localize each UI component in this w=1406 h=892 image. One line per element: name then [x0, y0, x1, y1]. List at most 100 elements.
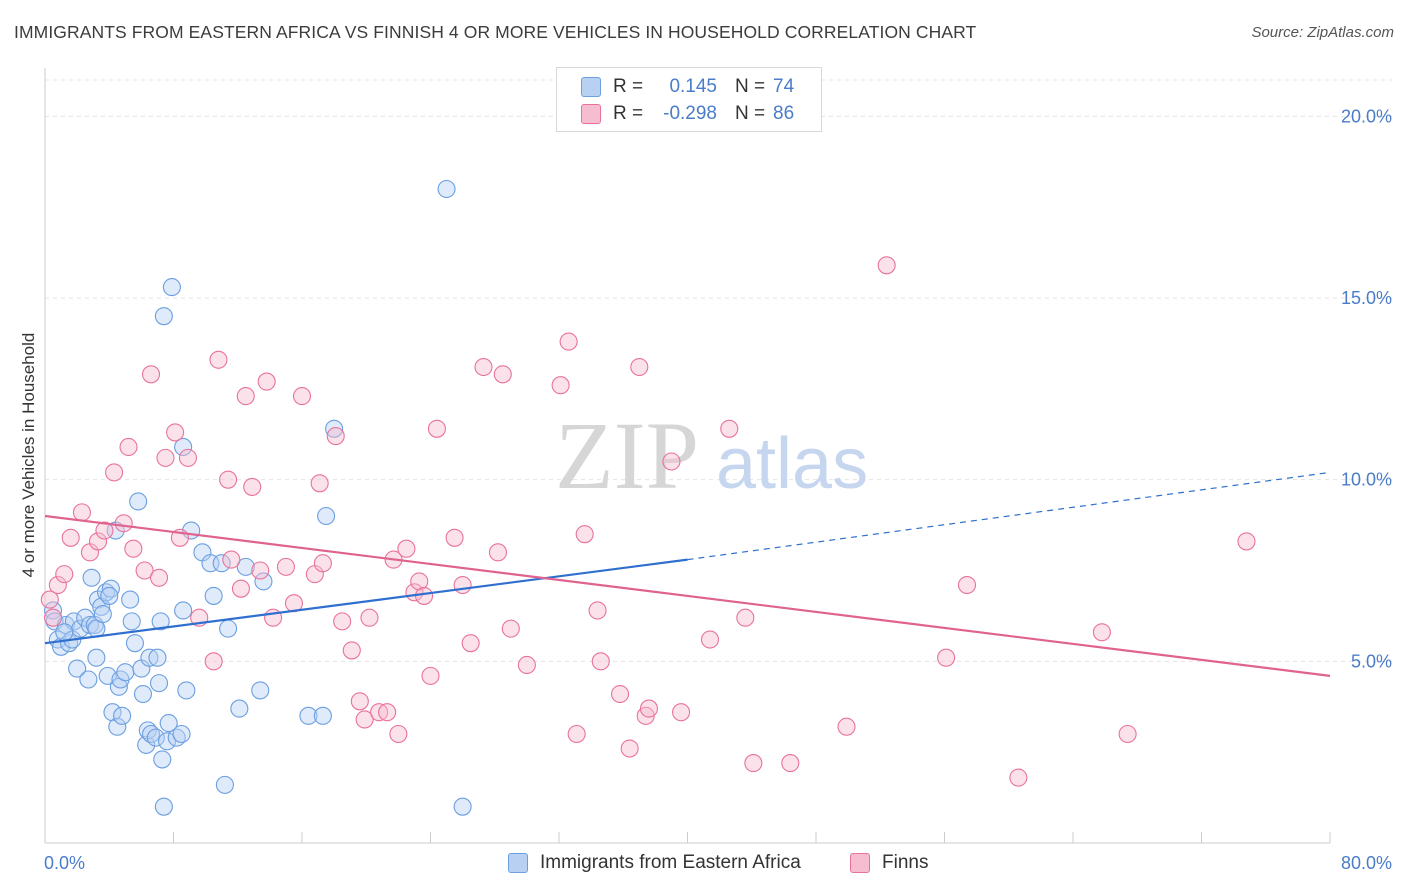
chart-title: IMMIGRANTS FROM EASTERN AFRICA VS FINNIS…: [14, 22, 977, 42]
immigrants-point: [177, 681, 196, 700]
immigrants-point: [254, 572, 273, 591]
finns-point: [474, 357, 493, 377]
finns-point: [350, 692, 369, 711]
finns-point: [310, 474, 329, 493]
legend-r-label: R =: [613, 103, 644, 124]
legend-label-immigrants: Immigrants from Eastern Africa: [540, 852, 801, 873]
immigrants-point: [158, 732, 177, 751]
legend-row-immigrants: R = 0.145 N = 74: [581, 74, 794, 100]
legend-swatch-blue: [508, 853, 528, 873]
immigrants-point: [167, 728, 186, 747]
immigrants-point: [154, 797, 173, 816]
finns-point: [166, 423, 185, 442]
x-tick-label: 0.0%: [44, 853, 85, 873]
legend-row-finns: R = -0.298 N = 86: [581, 101, 794, 127]
trend-lines: [44, 471, 1331, 677]
finns-point: [231, 579, 251, 598]
finns-point: [40, 590, 59, 609]
finns-point: [236, 387, 255, 406]
immigrants-point: [317, 506, 336, 526]
immigrants-point: [87, 648, 106, 667]
immigrants-point: [137, 735, 156, 754]
finns-point: [575, 525, 594, 544]
finns-point: [877, 256, 896, 275]
finns-point: [355, 710, 374, 729]
finns-point: [88, 532, 108, 551]
finns-point: [559, 332, 578, 351]
finns-point: [957, 575, 977, 595]
finns-point: [591, 652, 610, 671]
legend-r-value: -0.298: [663, 103, 717, 124]
finns-point: [257, 372, 276, 391]
finns-point: [410, 572, 429, 591]
legend-n-value: 86: [773, 103, 795, 124]
finns-point: [700, 630, 720, 649]
finns-point: [567, 724, 586, 744]
finns-point: [209, 350, 228, 369]
immigrants-point: [215, 775, 234, 794]
immigrants-point: [325, 419, 344, 438]
immigrants-point: [437, 179, 456, 199]
finns-point: [124, 539, 143, 558]
finns-point: [445, 528, 464, 547]
immigrants-point: [299, 706, 318, 725]
legend-r-value: 0.145: [669, 76, 717, 97]
finns-point: [630, 357, 649, 377]
immigrants-point: [453, 797, 472, 816]
tick-labels: 5.0% 10.0% 15.0% 20.0% 0.0% 80.0%: [44, 106, 1392, 873]
legend-n-value: 74: [773, 76, 795, 97]
finns-point: [672, 703, 691, 722]
finns-point: [736, 608, 755, 627]
legend-item-immigrants: Immigrants from Eastern Africa: [508, 852, 801, 874]
y-axis-label: 4 or more Vehicles in Household: [19, 333, 38, 578]
series-immigrants-points: [43, 179, 472, 816]
finns-point: [551, 376, 570, 395]
finns-point: [222, 550, 241, 569]
immigrants-point: [108, 717, 127, 736]
finns-point: [397, 539, 416, 558]
finns-point: [501, 619, 520, 638]
y-tick-label: 5.0%: [1351, 651, 1392, 671]
legend-n-label: N =: [735, 103, 766, 124]
finns-point: [119, 437, 138, 457]
finns-point: [178, 448, 198, 467]
legend-swatch-blue: [581, 77, 601, 97]
finns-point: [461, 634, 480, 653]
finns-point: [453, 575, 472, 595]
immigrants-point: [172, 724, 191, 744]
immigrants-point: [55, 623, 74, 642]
series-legend: Immigrants from Eastern Africa Finns: [0, 852, 1406, 878]
finns-point: [662, 452, 681, 471]
finns-point: [389, 724, 408, 744]
immigrants-point: [153, 750, 172, 769]
finns-point: [333, 612, 352, 631]
finns-point: [1009, 768, 1028, 787]
immigrants-point: [162, 278, 181, 297]
immigrants-trend-line: [44, 558, 688, 645]
finns-point: [313, 554, 332, 573]
finns-point: [427, 419, 446, 438]
legend-n-label: N =: [735, 76, 766, 97]
finns-point: [837, 717, 856, 736]
immigrants-point: [236, 557, 255, 576]
immigrants-point: [79, 670, 98, 689]
finns-point: [326, 427, 345, 446]
finns-point: [243, 477, 262, 496]
finns-point: [156, 448, 175, 467]
watermark-zip: ZIP: [555, 402, 699, 509]
y-tick-label: 10.0%: [1341, 470, 1392, 490]
finns-point: [421, 666, 440, 685]
finns-point: [937, 648, 956, 667]
immigrants-point: [149, 674, 169, 693]
immigrants-point: [129, 492, 148, 511]
finns-point: [204, 652, 223, 671]
immigrants-point: [154, 307, 173, 326]
finns-trend-line: [44, 514, 1331, 677]
finns-point: [639, 699, 659, 718]
finns-point: [360, 608, 379, 627]
immigrants-point: [174, 601, 193, 620]
watermark-atlas: atlas: [716, 424, 868, 504]
finns-point: [95, 521, 114, 540]
immigrants-point: [148, 648, 167, 667]
